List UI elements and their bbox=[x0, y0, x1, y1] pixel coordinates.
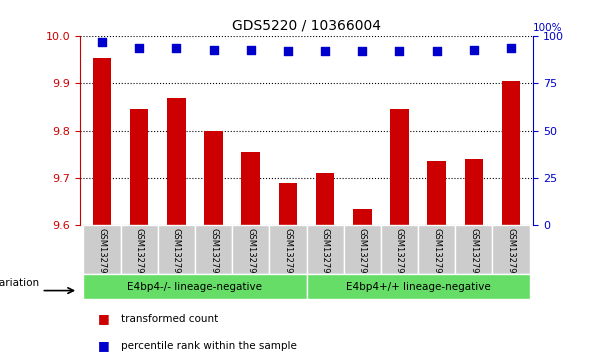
Text: E4bp4-/- lineage-negative: E4bp4-/- lineage-negative bbox=[128, 282, 262, 292]
Bar bbox=[316, 173, 334, 225]
Point bbox=[395, 49, 405, 54]
Bar bbox=[83, 225, 121, 274]
Text: ■: ■ bbox=[98, 339, 110, 352]
Bar bbox=[418, 225, 455, 274]
Bar bbox=[344, 225, 381, 274]
Point bbox=[246, 46, 256, 52]
Point bbox=[97, 39, 107, 45]
Text: GSM1327932: GSM1327932 bbox=[358, 228, 367, 284]
Text: GSM1327927: GSM1327927 bbox=[172, 228, 181, 284]
Bar bbox=[492, 225, 530, 274]
Text: GSM1327926: GSM1327926 bbox=[135, 228, 143, 284]
Text: 100%: 100% bbox=[533, 23, 563, 33]
Point bbox=[172, 45, 181, 50]
Bar bbox=[158, 225, 195, 274]
Text: GSM1327928: GSM1327928 bbox=[209, 228, 218, 284]
Point bbox=[469, 46, 479, 52]
Point bbox=[506, 45, 516, 50]
Bar bbox=[427, 162, 446, 225]
Point bbox=[320, 49, 330, 54]
Bar bbox=[279, 183, 297, 225]
Bar bbox=[242, 152, 260, 225]
Bar bbox=[501, 81, 520, 225]
Point bbox=[283, 49, 293, 54]
Text: E4bp4+/+ lineage-negative: E4bp4+/+ lineage-negative bbox=[346, 282, 490, 292]
Text: GSM1327931: GSM1327931 bbox=[321, 228, 330, 284]
Point bbox=[357, 49, 367, 54]
Point bbox=[208, 46, 218, 52]
Bar bbox=[93, 58, 112, 225]
Text: GSM1327933: GSM1327933 bbox=[395, 228, 404, 284]
Text: GSM1327930: GSM1327930 bbox=[283, 228, 292, 284]
Bar bbox=[381, 225, 418, 274]
Bar bbox=[130, 110, 148, 225]
Bar bbox=[455, 225, 492, 274]
Bar bbox=[204, 131, 223, 225]
Text: GSM1327925: GSM1327925 bbox=[97, 228, 107, 284]
Text: transformed count: transformed count bbox=[121, 314, 218, 323]
Text: GSM1327934: GSM1327934 bbox=[432, 228, 441, 284]
Bar bbox=[306, 274, 530, 299]
Text: percentile rank within the sample: percentile rank within the sample bbox=[121, 341, 297, 351]
Bar bbox=[83, 274, 306, 299]
Text: GSM1327929: GSM1327929 bbox=[246, 228, 255, 284]
Bar bbox=[269, 225, 306, 274]
Text: genotype/variation: genotype/variation bbox=[0, 278, 40, 288]
Text: ■: ■ bbox=[98, 312, 110, 325]
Bar bbox=[167, 98, 186, 225]
Title: GDS5220 / 10366004: GDS5220 / 10366004 bbox=[232, 19, 381, 32]
Bar bbox=[353, 209, 371, 225]
Text: GSM1327936: GSM1327936 bbox=[506, 228, 516, 284]
Bar bbox=[306, 225, 344, 274]
Bar bbox=[232, 225, 269, 274]
Bar bbox=[465, 159, 483, 225]
Point bbox=[432, 49, 441, 54]
Point bbox=[134, 45, 144, 50]
Text: GSM1327935: GSM1327935 bbox=[470, 228, 478, 284]
Bar bbox=[121, 225, 158, 274]
Bar bbox=[390, 110, 409, 225]
Bar bbox=[195, 225, 232, 274]
